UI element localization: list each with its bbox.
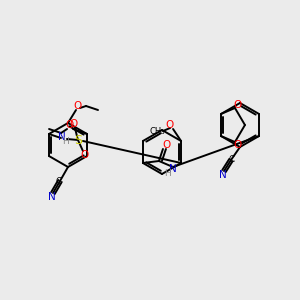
Text: O: O [234,140,242,150]
Text: N: N [58,132,66,142]
Text: N: N [48,192,56,202]
Text: C: C [56,176,62,185]
Text: N: N [219,170,227,180]
Text: O: O [65,120,73,130]
Text: O: O [81,150,89,160]
Text: CH₃: CH₃ [149,128,165,136]
Text: H: H [165,169,171,178]
Text: O: O [70,119,78,129]
Text: C: C [229,154,235,164]
Text: O: O [73,101,81,111]
Text: N: N [169,164,177,174]
Text: S: S [74,134,82,146]
Text: O: O [165,120,173,130]
Text: O: O [163,140,171,150]
Text: O: O [234,100,242,110]
Text: H: H [63,137,69,146]
